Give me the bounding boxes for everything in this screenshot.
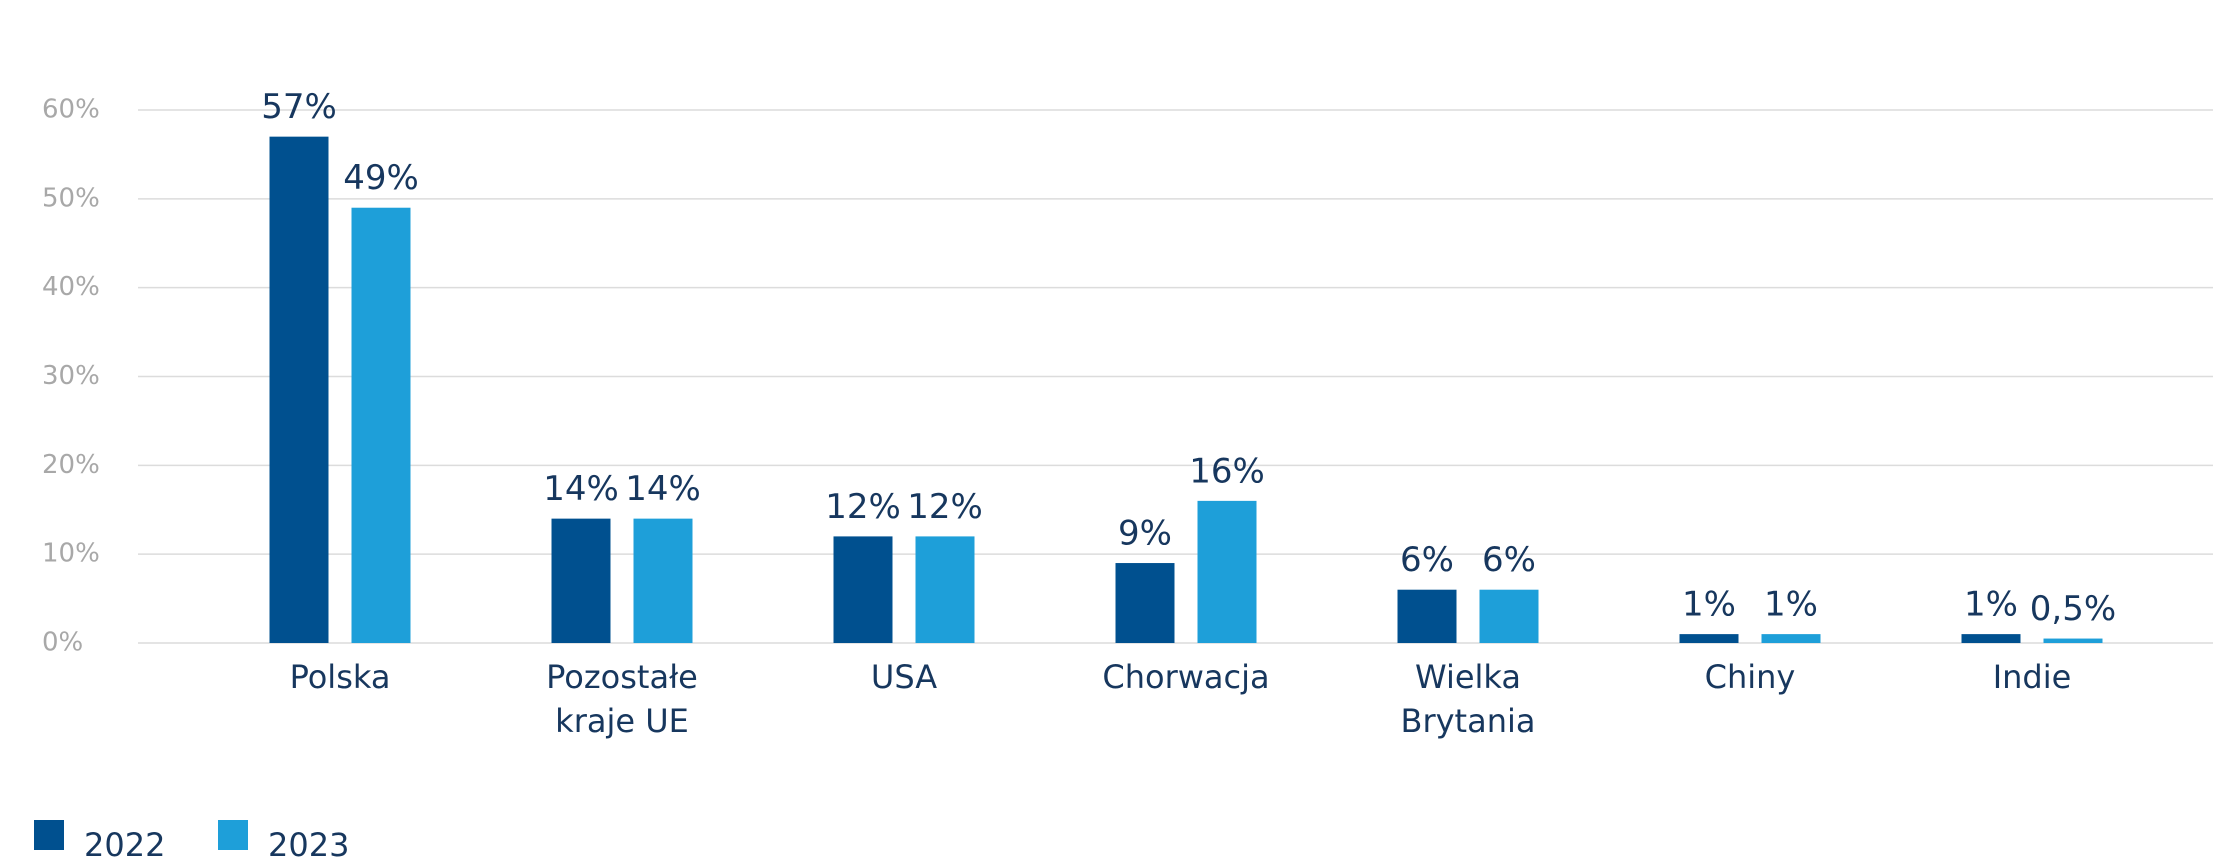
data-label: 1% (1764, 585, 1818, 625)
x-tick-label: Pozostałe kraje UE (546, 658, 698, 740)
data-label: 16% (1189, 451, 1265, 491)
x-tick-label: Indie (1992, 658, 2072, 696)
data-label: 0,5% (2030, 589, 2116, 629)
bar (1961, 634, 2021, 643)
legend-label: 2023 (268, 826, 349, 863)
legend-swatch (34, 820, 64, 850)
y-tick-label: 60% (42, 95, 100, 125)
bar (915, 536, 975, 643)
data-label: 9% (1118, 514, 1172, 554)
x-tick-label: Chorwacja (1102, 658, 1270, 696)
data-label: 12% (825, 487, 901, 527)
bar (269, 136, 329, 643)
bar (1115, 563, 1175, 643)
legend-label: 2022 (84, 826, 165, 863)
bar (2043, 638, 2103, 643)
y-tick-label: 20% (42, 450, 100, 480)
x-tick-label: Wielka Brytania (1400, 658, 1536, 740)
data-label: 57% (261, 87, 337, 127)
x-tick-label: Chiny (1704, 658, 1796, 696)
y-tick-label: 0% (42, 628, 83, 658)
bar (551, 518, 611, 643)
bar (833, 536, 893, 643)
bar (351, 207, 411, 643)
data-label: 49% (343, 158, 419, 198)
data-label: 1% (1682, 585, 1736, 625)
legend-swatch (218, 820, 248, 850)
data-label: 6% (1482, 540, 1536, 580)
bar (1679, 634, 1739, 643)
bar (1479, 589, 1539, 643)
y-tick-label: 50% (42, 183, 100, 213)
data-label: 14% (625, 469, 701, 509)
y-tick-label: 30% (42, 361, 100, 391)
bar (1761, 634, 1821, 643)
bar (1397, 589, 1457, 643)
data-label: 12% (907, 487, 983, 527)
bar (633, 518, 693, 643)
x-tick-label: USA (870, 658, 938, 696)
y-tick-label: 10% (42, 539, 100, 569)
bar (1197, 500, 1257, 643)
data-label: 1% (1964, 585, 2018, 625)
data-label: 6% (1400, 540, 1454, 580)
x-tick-label: Polska (289, 658, 391, 696)
data-label: 14% (543, 469, 619, 509)
y-tick-label: 40% (42, 272, 100, 302)
